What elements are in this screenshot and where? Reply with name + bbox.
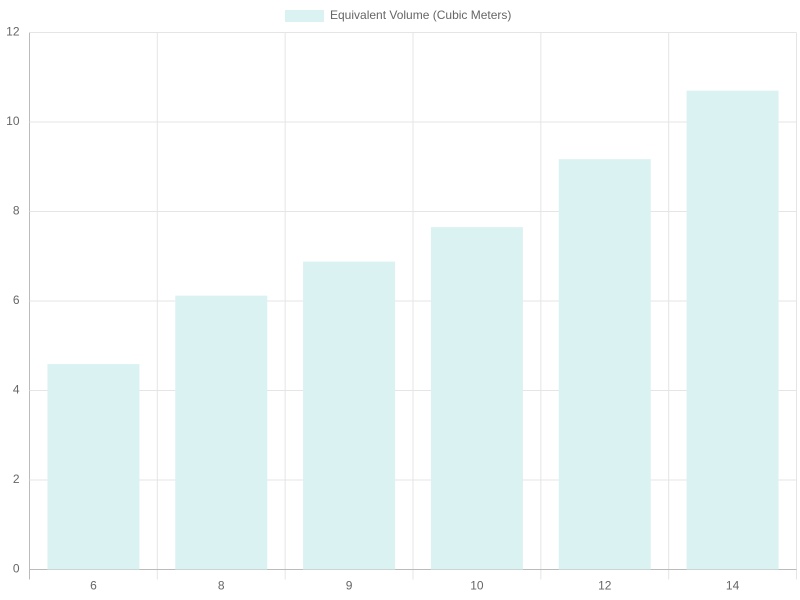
bar bbox=[686, 90, 779, 570]
x-tick-label: 12 bbox=[598, 579, 612, 593]
x-tick-label: 6 bbox=[90, 579, 97, 593]
x-tick-label: 9 bbox=[346, 579, 353, 593]
bar bbox=[47, 364, 140, 570]
x-tick-label: 8 bbox=[218, 579, 225, 593]
bar bbox=[558, 159, 651, 570]
bar bbox=[303, 261, 396, 570]
y-tick-label: 10 bbox=[6, 114, 20, 128]
bar bbox=[175, 295, 268, 570]
x-tick-label: 10 bbox=[470, 579, 484, 593]
y-tick-label: 6 bbox=[13, 293, 20, 307]
y-tick-label: 12 bbox=[6, 25, 20, 39]
bar bbox=[430, 227, 523, 570]
y-tick-label: 8 bbox=[13, 204, 20, 218]
legend-swatch bbox=[285, 10, 324, 22]
y-tick-label: 2 bbox=[13, 472, 20, 486]
y-tick-label: 0 bbox=[13, 562, 20, 576]
y-tick-label: 4 bbox=[13, 383, 20, 397]
x-tick-label: 14 bbox=[726, 579, 740, 593]
legend-label: Equivalent Volume (Cubic Meters) bbox=[330, 8, 511, 22]
